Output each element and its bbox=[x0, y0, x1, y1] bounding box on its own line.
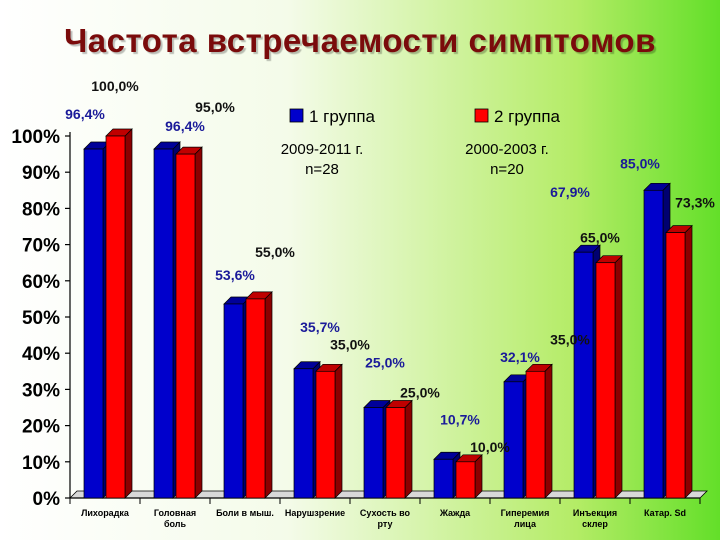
category-label: Гиперемия bbox=[501, 508, 550, 518]
category-label: Инъекция bbox=[573, 508, 617, 518]
bar-front bbox=[433, 458, 454, 499]
bar-side bbox=[264, 291, 273, 499]
data-label-series1: 35,7% bbox=[300, 319, 340, 335]
bar-side bbox=[194, 146, 203, 499]
legend-swatch bbox=[474, 108, 489, 123]
category-label: Нарушзрение bbox=[285, 508, 345, 518]
legend-note: n=28 bbox=[305, 161, 339, 178]
bar-front bbox=[83, 148, 104, 499]
category-label: Лихорадка bbox=[81, 508, 130, 518]
legend-label: 1 группа bbox=[309, 107, 376, 126]
bar-side bbox=[474, 453, 483, 499]
bar-front bbox=[643, 189, 664, 499]
bars bbox=[83, 128, 693, 499]
legend-note: 2009-2011 г. bbox=[281, 141, 364, 158]
bar-front bbox=[363, 407, 384, 499]
bar-front bbox=[573, 251, 594, 499]
y-tick-label: 60% bbox=[22, 272, 60, 293]
bar-front bbox=[455, 461, 476, 499]
category-label: Сухость во bbox=[360, 508, 411, 518]
y-tick-label: 20% bbox=[22, 417, 60, 438]
legend: 1 группа 2009-2011 г. n=28 2 группа 2000-200… bbox=[281, 107, 561, 178]
data-label-series2: 100,0% bbox=[91, 78, 139, 94]
y-tick-label: 80% bbox=[22, 199, 60, 220]
bar-side bbox=[684, 224, 693, 499]
y-tick-label: 10% bbox=[22, 453, 60, 474]
bar-front bbox=[385, 407, 406, 499]
bar bbox=[245, 291, 273, 499]
y-tick-label: 30% bbox=[22, 380, 60, 401]
legend-item: 2 группа 2000-2003 г. n=20 bbox=[465, 107, 560, 178]
data-label-series1: 96,4% bbox=[65, 106, 105, 122]
data-label-series2: 95,0% bbox=[195, 99, 235, 115]
bar-front bbox=[595, 262, 616, 499]
data-label-series2: 35,0% bbox=[330, 336, 370, 352]
bar-front bbox=[223, 303, 244, 499]
bar-front bbox=[245, 298, 266, 499]
bar-side bbox=[544, 363, 553, 499]
bar-front bbox=[175, 153, 196, 499]
y-tick-label: 90% bbox=[22, 163, 60, 184]
data-label-series2: 65,0% bbox=[580, 230, 620, 246]
bar-front bbox=[315, 370, 336, 499]
bar-front bbox=[105, 135, 126, 499]
data-label-series2: 73,3% bbox=[675, 195, 715, 211]
legend-note: n=20 bbox=[490, 161, 524, 178]
data-label-series2: 35,0% bbox=[550, 331, 590, 347]
bar-side bbox=[404, 399, 413, 499]
bar bbox=[525, 363, 553, 499]
data-label-series2: 55,0% bbox=[255, 244, 295, 260]
data-label-series1: 85,0% bbox=[620, 155, 660, 171]
data-label-series1: 25,0% bbox=[365, 355, 405, 371]
y-tick-label: 0% bbox=[33, 489, 61, 510]
slide-title: Частота встречаемости симптомов bbox=[64, 22, 656, 59]
bar bbox=[455, 453, 483, 499]
category-label: Головная bbox=[154, 508, 196, 518]
bar bbox=[315, 363, 343, 499]
category-label: склер bbox=[582, 519, 608, 529]
bar-front bbox=[503, 381, 524, 499]
category-label: Катар. Sd bbox=[644, 508, 686, 518]
data-label-series1: 96,4% bbox=[165, 118, 205, 134]
bar-front bbox=[665, 232, 686, 499]
y-tick-label: 50% bbox=[22, 308, 60, 329]
legend-swatch bbox=[289, 108, 304, 123]
category-label: рту bbox=[377, 519, 392, 529]
data-label-series1: 10,7% bbox=[440, 411, 480, 427]
bar-front bbox=[525, 370, 546, 499]
legend-item: 1 группа 2009-2011 г. n=28 bbox=[281, 107, 376, 178]
bar bbox=[665, 224, 693, 499]
data-label-series1: 32,1% bbox=[500, 349, 540, 365]
legend-label: 2 группа bbox=[494, 107, 561, 126]
y-tick-label: 100% bbox=[11, 127, 60, 148]
bar-front bbox=[293, 368, 314, 499]
category-label: лица bbox=[514, 519, 537, 529]
bar bbox=[595, 254, 623, 499]
category-label: Жажда bbox=[439, 508, 471, 518]
category-label: Боли в мыш. bbox=[216, 508, 274, 518]
legend-note: 2000-2003 г. bbox=[465, 141, 549, 158]
data-label-series1: 53,6% bbox=[215, 267, 255, 283]
y-tick-label: 40% bbox=[22, 344, 60, 365]
y-tick-labels: 0% 10% 20% 30% 40% 50% 60% 70% 80% 90% 100% bbox=[11, 127, 70, 510]
data-label-series2: 25,0% bbox=[400, 385, 440, 401]
data-labels: 96,4%100,0%96,4%95,0%53,6%55,0%35,7%35,0… bbox=[65, 78, 715, 455]
bar bbox=[385, 399, 413, 499]
bar bbox=[175, 146, 203, 499]
bar bbox=[105, 128, 133, 499]
bar-side bbox=[614, 254, 623, 499]
y-tick-label: 70% bbox=[22, 236, 60, 257]
bar-side bbox=[334, 363, 343, 499]
bar-front bbox=[153, 148, 174, 499]
bar-side bbox=[124, 128, 133, 499]
category-label: боль bbox=[164, 519, 187, 529]
data-label-series1: 67,9% bbox=[550, 184, 590, 200]
data-label-series2: 10,0% bbox=[470, 439, 510, 455]
